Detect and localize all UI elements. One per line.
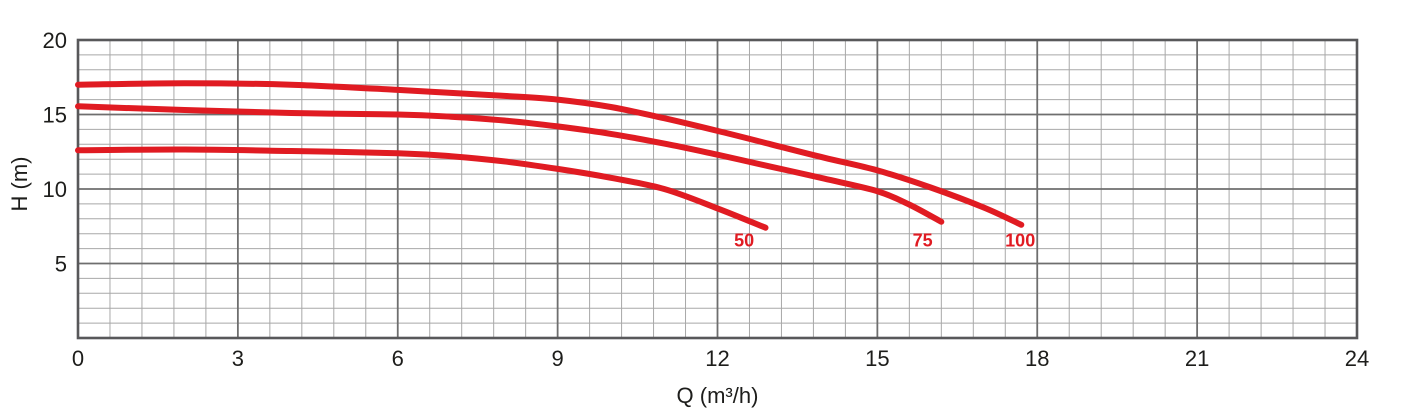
tick-labels: 0 3 6 9 12 15 18 21 24 5 10 15 20 (43, 28, 1370, 371)
curve-labels: 50 75 100 (734, 231, 1035, 251)
curve-50 (75, 146, 769, 231)
x-tick-label-21: 21 (1185, 346, 1209, 371)
x-tick-label-24: 24 (1345, 346, 1369, 371)
x-tick-label-15: 15 (865, 346, 889, 371)
x-axis-title: Q (m³/h) (677, 383, 759, 408)
x-tick-label-18: 18 (1025, 346, 1049, 371)
curve-label-75: 75 (913, 231, 933, 251)
x-tick-label-3: 3 (232, 346, 244, 371)
x-tick-label-12: 12 (705, 346, 729, 371)
y-tick-label-5: 5 (55, 252, 67, 277)
x-tick-label-6: 6 (392, 346, 404, 371)
x-tick-label-0: 0 (72, 346, 84, 371)
curve-75 (75, 103, 945, 225)
curve-label-100: 100 (1005, 231, 1035, 251)
curve-label-50: 50 (734, 231, 754, 251)
y-tick-label-15: 15 (43, 103, 67, 128)
plot-border (76, 38, 1359, 340)
curve-100 (75, 80, 1025, 228)
x-tick-label-9: 9 (552, 346, 564, 371)
major-gridlines (78, 40, 1357, 338)
y-tick-label-20: 20 (43, 28, 67, 53)
y-tick-label-10: 10 (43, 177, 67, 202)
y-axis-title: H (m) (7, 157, 32, 212)
pump-curves (75, 80, 1025, 231)
